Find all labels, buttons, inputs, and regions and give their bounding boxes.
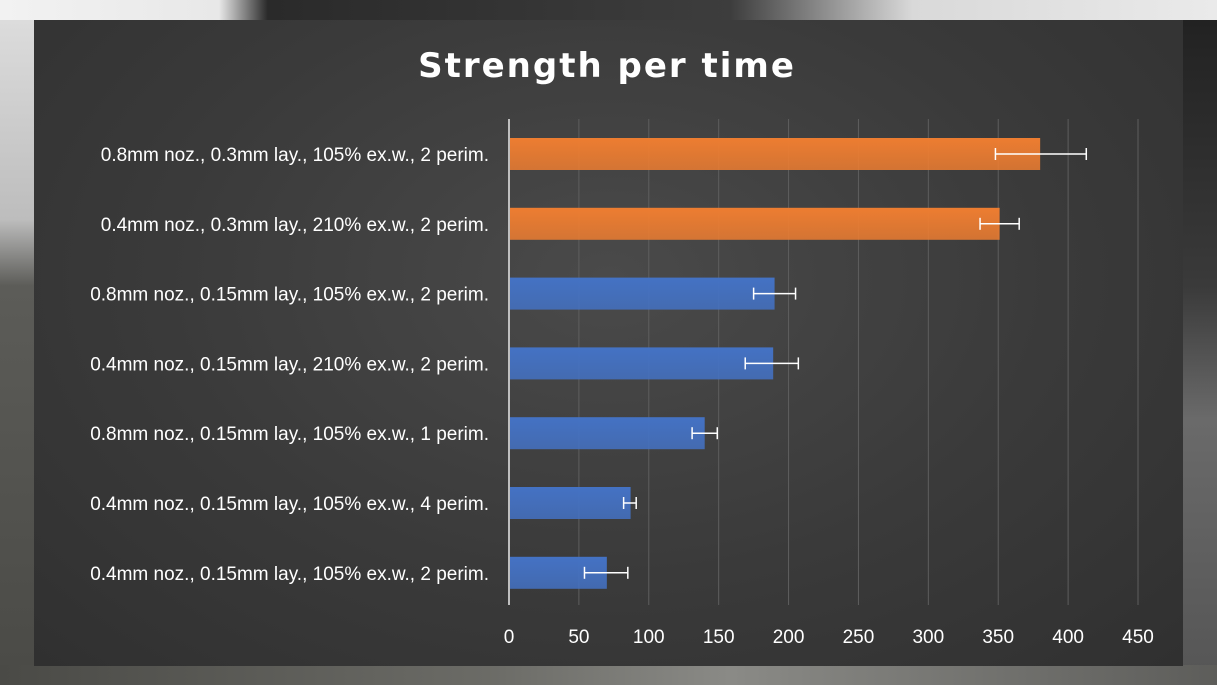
- chart-panel: Strength per time 0.8mm noz., 0.3mm lay.…: [34, 20, 1183, 666]
- bars: [509, 138, 1041, 589]
- gridlines: [578, 119, 1139, 605]
- bar: [509, 487, 631, 519]
- x-tick-label: 200: [773, 627, 805, 648]
- category-label: 0.4mm noz., 0.3mm lay., 210% ex.w., 2 pe…: [101, 215, 489, 236]
- category-label: 0.8mm noz., 0.15mm lay., 105% ex.w., 2 p…: [90, 285, 489, 306]
- x-tick-label: 450: [1122, 627, 1154, 648]
- x-tick-label: 100: [633, 627, 665, 648]
- chart-title: Strength per time: [418, 46, 796, 86]
- x-tick-label: 350: [982, 627, 1014, 648]
- background-photo-top: [0, 0, 1217, 20]
- category-label: 0.8mm noz., 0.15mm lay., 105% ex.w., 1 p…: [90, 424, 489, 445]
- category-label: 0.4mm noz., 0.15mm lay., 105% ex.w., 4 p…: [90, 494, 489, 515]
- x-tick-label: 150: [703, 627, 735, 648]
- background-photo-right: [1183, 20, 1217, 685]
- background-photo-left: [0, 20, 34, 685]
- bar: [509, 138, 1041, 170]
- x-tick-label: 250: [843, 627, 875, 648]
- bar: [509, 417, 705, 450]
- bar: [509, 277, 775, 310]
- background-photo-bottom: [0, 665, 1217, 685]
- x-tick-label: 50: [568, 627, 589, 648]
- x-tick-label: 400: [1052, 627, 1084, 648]
- x-axis-tick-labels: 0 50 100 150 200 250 300 350 400 450: [504, 627, 1154, 648]
- error-bars: [583, 148, 1088, 579]
- bar: [509, 347, 774, 380]
- category-label: 0.4mm noz., 0.15mm lay., 105% ex.w., 2 p…: [90, 564, 489, 585]
- category-labels: 0.8mm noz., 0.3mm lay., 105% ex.w., 2 pe…: [90, 145, 489, 585]
- x-tick-label: 300: [912, 627, 944, 648]
- category-label: 0.8mm noz., 0.3mm lay., 105% ex.w., 2 pe…: [101, 145, 489, 166]
- bar-chart: Strength per time 0.8mm noz., 0.3mm lay.…: [90, 46, 1154, 648]
- x-tick-label: 0: [504, 627, 515, 648]
- bar: [509, 207, 1000, 240]
- category-label: 0.4mm noz., 0.15mm lay., 210% ex.w., 2 p…: [90, 354, 489, 375]
